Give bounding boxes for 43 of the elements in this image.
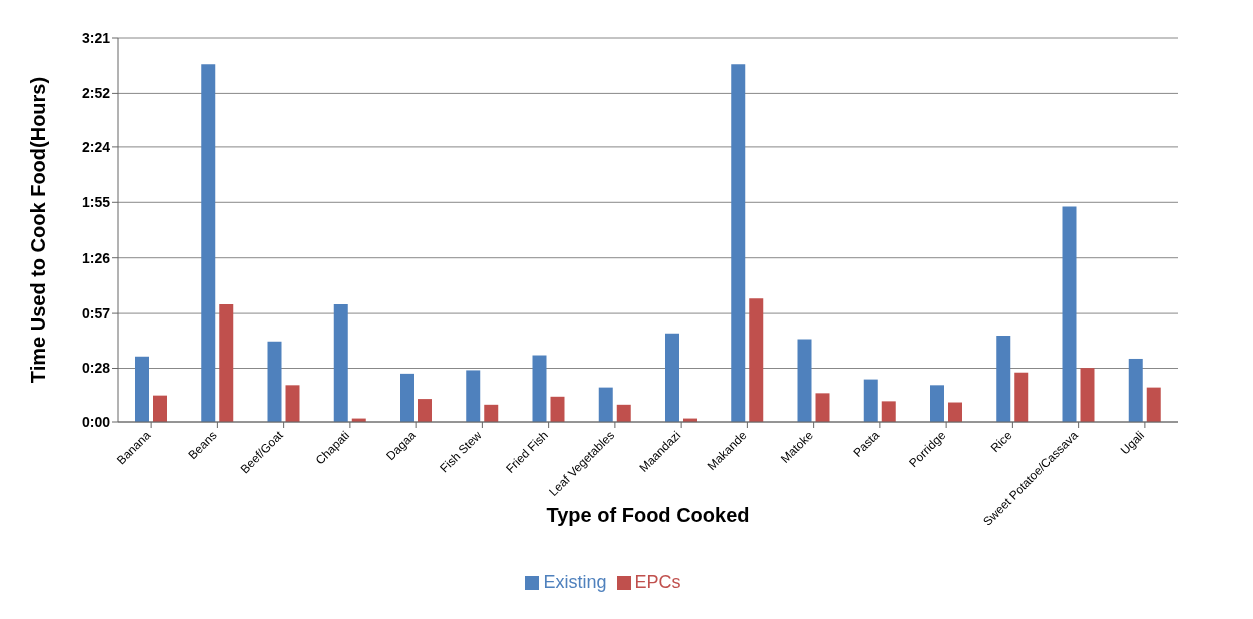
bar <box>285 385 300 422</box>
bar <box>815 393 830 422</box>
bar <box>135 356 149 422</box>
y-tick-label: 0:00 <box>81 413 111 430</box>
bar <box>418 399 432 422</box>
y-tick-label: 0:57 <box>81 305 111 322</box>
x-tick-label: Rice <box>987 428 1015 456</box>
bar <box>1062 206 1077 422</box>
bar <box>881 401 896 422</box>
bar <box>665 333 679 422</box>
bar <box>201 64 216 422</box>
legend-label: EPCs <box>634 572 681 592</box>
bar <box>532 355 547 422</box>
y-tick-label: 2:52 <box>81 85 111 102</box>
bar <box>598 387 613 422</box>
y-tick-label: 0:28 <box>81 360 111 377</box>
bar <box>616 404 631 422</box>
bar <box>400 373 414 422</box>
x-axis-title: Type of Food Cooked <box>546 504 750 526</box>
bar <box>1014 372 1029 422</box>
bar <box>749 298 764 422</box>
bar <box>930 385 944 422</box>
y-tick-label: 1:55 <box>81 194 111 211</box>
bar <box>1146 387 1161 422</box>
bar <box>550 396 565 422</box>
bar <box>1128 358 1143 422</box>
bar <box>996 336 1011 422</box>
y-tick-label: 1:26 <box>81 249 111 266</box>
y-axis-title: Time Used to Cook Food(Hours) <box>27 76 50 384</box>
bar <box>948 402 962 422</box>
y-tick-label: 3:21 <box>81 29 111 46</box>
bar <box>797 339 812 422</box>
bar <box>333 303 348 422</box>
bar <box>219 303 234 422</box>
bar <box>731 64 746 422</box>
bar <box>267 341 282 422</box>
bar <box>153 395 167 422</box>
bar <box>863 379 878 422</box>
bar <box>484 404 499 422</box>
legend-label: Existing <box>543 572 607 592</box>
bar <box>1080 368 1095 422</box>
bar <box>466 370 481 422</box>
y-tick-label: 2:24 <box>81 138 111 155</box>
